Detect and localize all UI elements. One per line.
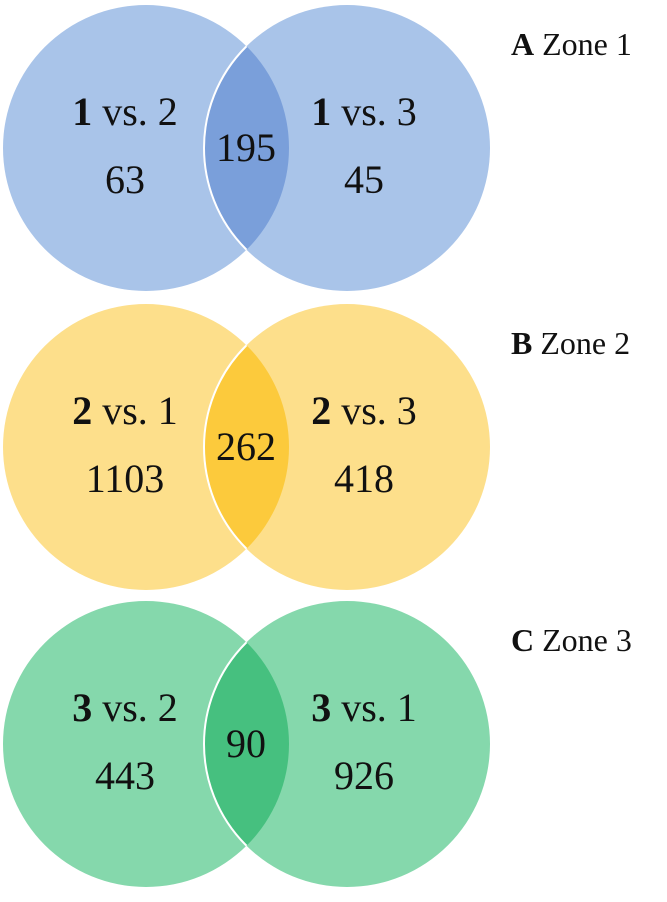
right-label: 1 vs. 3 [311,89,417,134]
comparison: vs. 1 [341,685,417,730]
left-label: 1 vs. 2 [72,89,178,134]
shared-count: 195 [216,125,276,170]
left-circle [3,601,289,887]
group: 3 [311,685,331,730]
zone: Zone 1 [542,26,632,62]
comparison: vs. 1 [102,388,178,433]
zone: Zone 2 [540,325,630,361]
left-count: 1103 [86,456,165,501]
panel-title: B Zone 2 [511,325,630,361]
right-circle [204,5,490,291]
group: 2 [311,388,331,433]
left-label: 3 vs. 2 [72,685,178,730]
venn-panel: 1 vs. 2 63 1 vs. 3 45 195 A Zone 1 [3,5,632,291]
panel-letter: C [511,622,534,658]
venn-panel: 2 vs. 1 1103 2 vs. 3 418 262 B Zone 2 [3,304,630,590]
group: 2 [72,388,92,433]
left-circle [3,304,289,590]
left-circle [3,5,289,291]
right-count: 418 [334,456,394,501]
left-count: 443 [95,753,155,798]
shared-count: 90 [226,721,266,766]
left-count: 63 [105,157,145,202]
panel-title: A Zone 1 [511,26,632,62]
comparison: vs. 2 [102,89,178,134]
comparison: vs. 2 [102,685,178,730]
overlap-edge [203,304,289,590]
panel-letter: A [511,26,534,62]
right-label: 2 vs. 3 [311,388,417,433]
panel-title: C Zone 3 [511,622,632,658]
group: 3 [72,685,92,730]
shared-count: 262 [216,424,276,469]
right-count: 926 [334,753,394,798]
panel-letter: B [511,325,532,361]
comparison: vs. 3 [341,388,417,433]
overlap-edge [203,5,289,291]
group: 1 [311,89,331,134]
comparison: vs. 3 [341,89,417,134]
right-circle [204,601,490,887]
right-circle [204,304,490,590]
right-count: 45 [344,157,384,202]
left-label: 2 vs. 1 [72,388,178,433]
overlap-edge [203,601,289,887]
group: 1 [72,89,92,134]
right-label: 3 vs. 1 [311,685,417,730]
zone: Zone 3 [542,622,632,658]
